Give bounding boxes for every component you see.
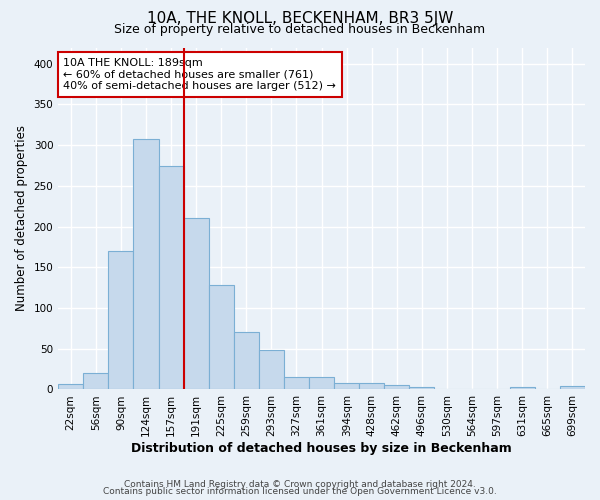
- Bar: [385, 386, 409, 390]
- Bar: [334, 383, 359, 390]
- Bar: [510, 387, 535, 390]
- Bar: [158, 166, 184, 390]
- Text: 10A THE KNOLL: 189sqm
← 60% of detached houses are smaller (761)
40% of semi-det: 10A THE KNOLL: 189sqm ← 60% of detached …: [64, 58, 337, 91]
- Y-axis label: Number of detached properties: Number of detached properties: [15, 126, 28, 312]
- Text: Contains public sector information licensed under the Open Government Licence v3: Contains public sector information licen…: [103, 488, 497, 496]
- X-axis label: Distribution of detached houses by size in Beckenham: Distribution of detached houses by size …: [131, 442, 512, 455]
- Text: 10A, THE KNOLL, BECKENHAM, BR3 5JW: 10A, THE KNOLL, BECKENHAM, BR3 5JW: [147, 11, 453, 26]
- Bar: [234, 332, 259, 390]
- Bar: [209, 285, 234, 390]
- Bar: [460, 388, 485, 390]
- Bar: [409, 387, 434, 390]
- Bar: [83, 373, 109, 390]
- Text: Contains HM Land Registry data © Crown copyright and database right 2024.: Contains HM Land Registry data © Crown c…: [124, 480, 476, 489]
- Text: Size of property relative to detached houses in Beckenham: Size of property relative to detached ho…: [115, 22, 485, 36]
- Bar: [284, 377, 309, 390]
- Bar: [184, 218, 209, 390]
- Bar: [58, 384, 83, 390]
- Bar: [109, 251, 133, 390]
- Bar: [359, 383, 385, 390]
- Bar: [560, 386, 585, 390]
- Bar: [434, 388, 460, 390]
- Bar: [259, 350, 284, 390]
- Bar: [309, 377, 334, 390]
- Bar: [133, 138, 158, 390]
